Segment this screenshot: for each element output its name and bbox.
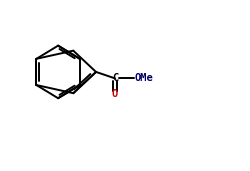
Text: OMe: OMe xyxy=(134,73,152,83)
Text: O: O xyxy=(112,89,118,100)
Text: C: C xyxy=(112,73,118,83)
